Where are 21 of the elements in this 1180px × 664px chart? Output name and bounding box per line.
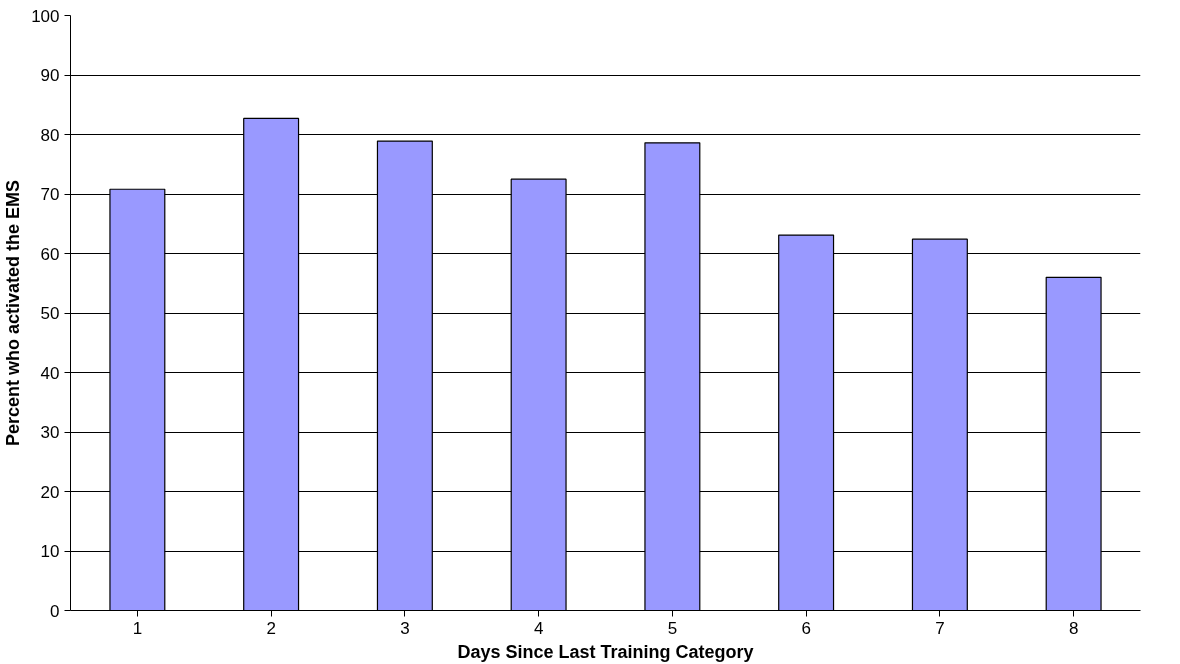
y-tick-label: 80: [40, 125, 60, 145]
y-tick-label: 20: [40, 482, 60, 502]
y-tick-label: 60: [40, 244, 60, 264]
y-tick-label: 50: [40, 304, 60, 323]
x-tick-label: 4: [533, 618, 544, 638]
y-axis-title: Percent who activated the EMS: [3, 179, 24, 447]
y-tick-label: 70: [40, 185, 60, 204]
y-tick-label: 90: [40, 66, 60, 85]
x-tick-label: 1: [132, 618, 143, 638]
x-tick-label: 6: [801, 618, 811, 638]
y-tick-label: 40: [40, 363, 60, 383]
x-tick-label: 5: [667, 618, 678, 638]
x-tick-label: 2: [266, 618, 276, 638]
y-tick-label: 30: [40, 423, 60, 442]
y-tick-label: 100: [31, 6, 60, 26]
y-tick-label: 10: [40, 542, 60, 561]
y-tick-label: 0: [50, 601, 60, 621]
x-tick-label: 8: [1068, 618, 1079, 638]
x-axis-title: Days Since Last Training Category: [457, 641, 754, 662]
x-tick-label: 7: [935, 618, 945, 638]
x-tick-label: 3: [400, 618, 410, 638]
